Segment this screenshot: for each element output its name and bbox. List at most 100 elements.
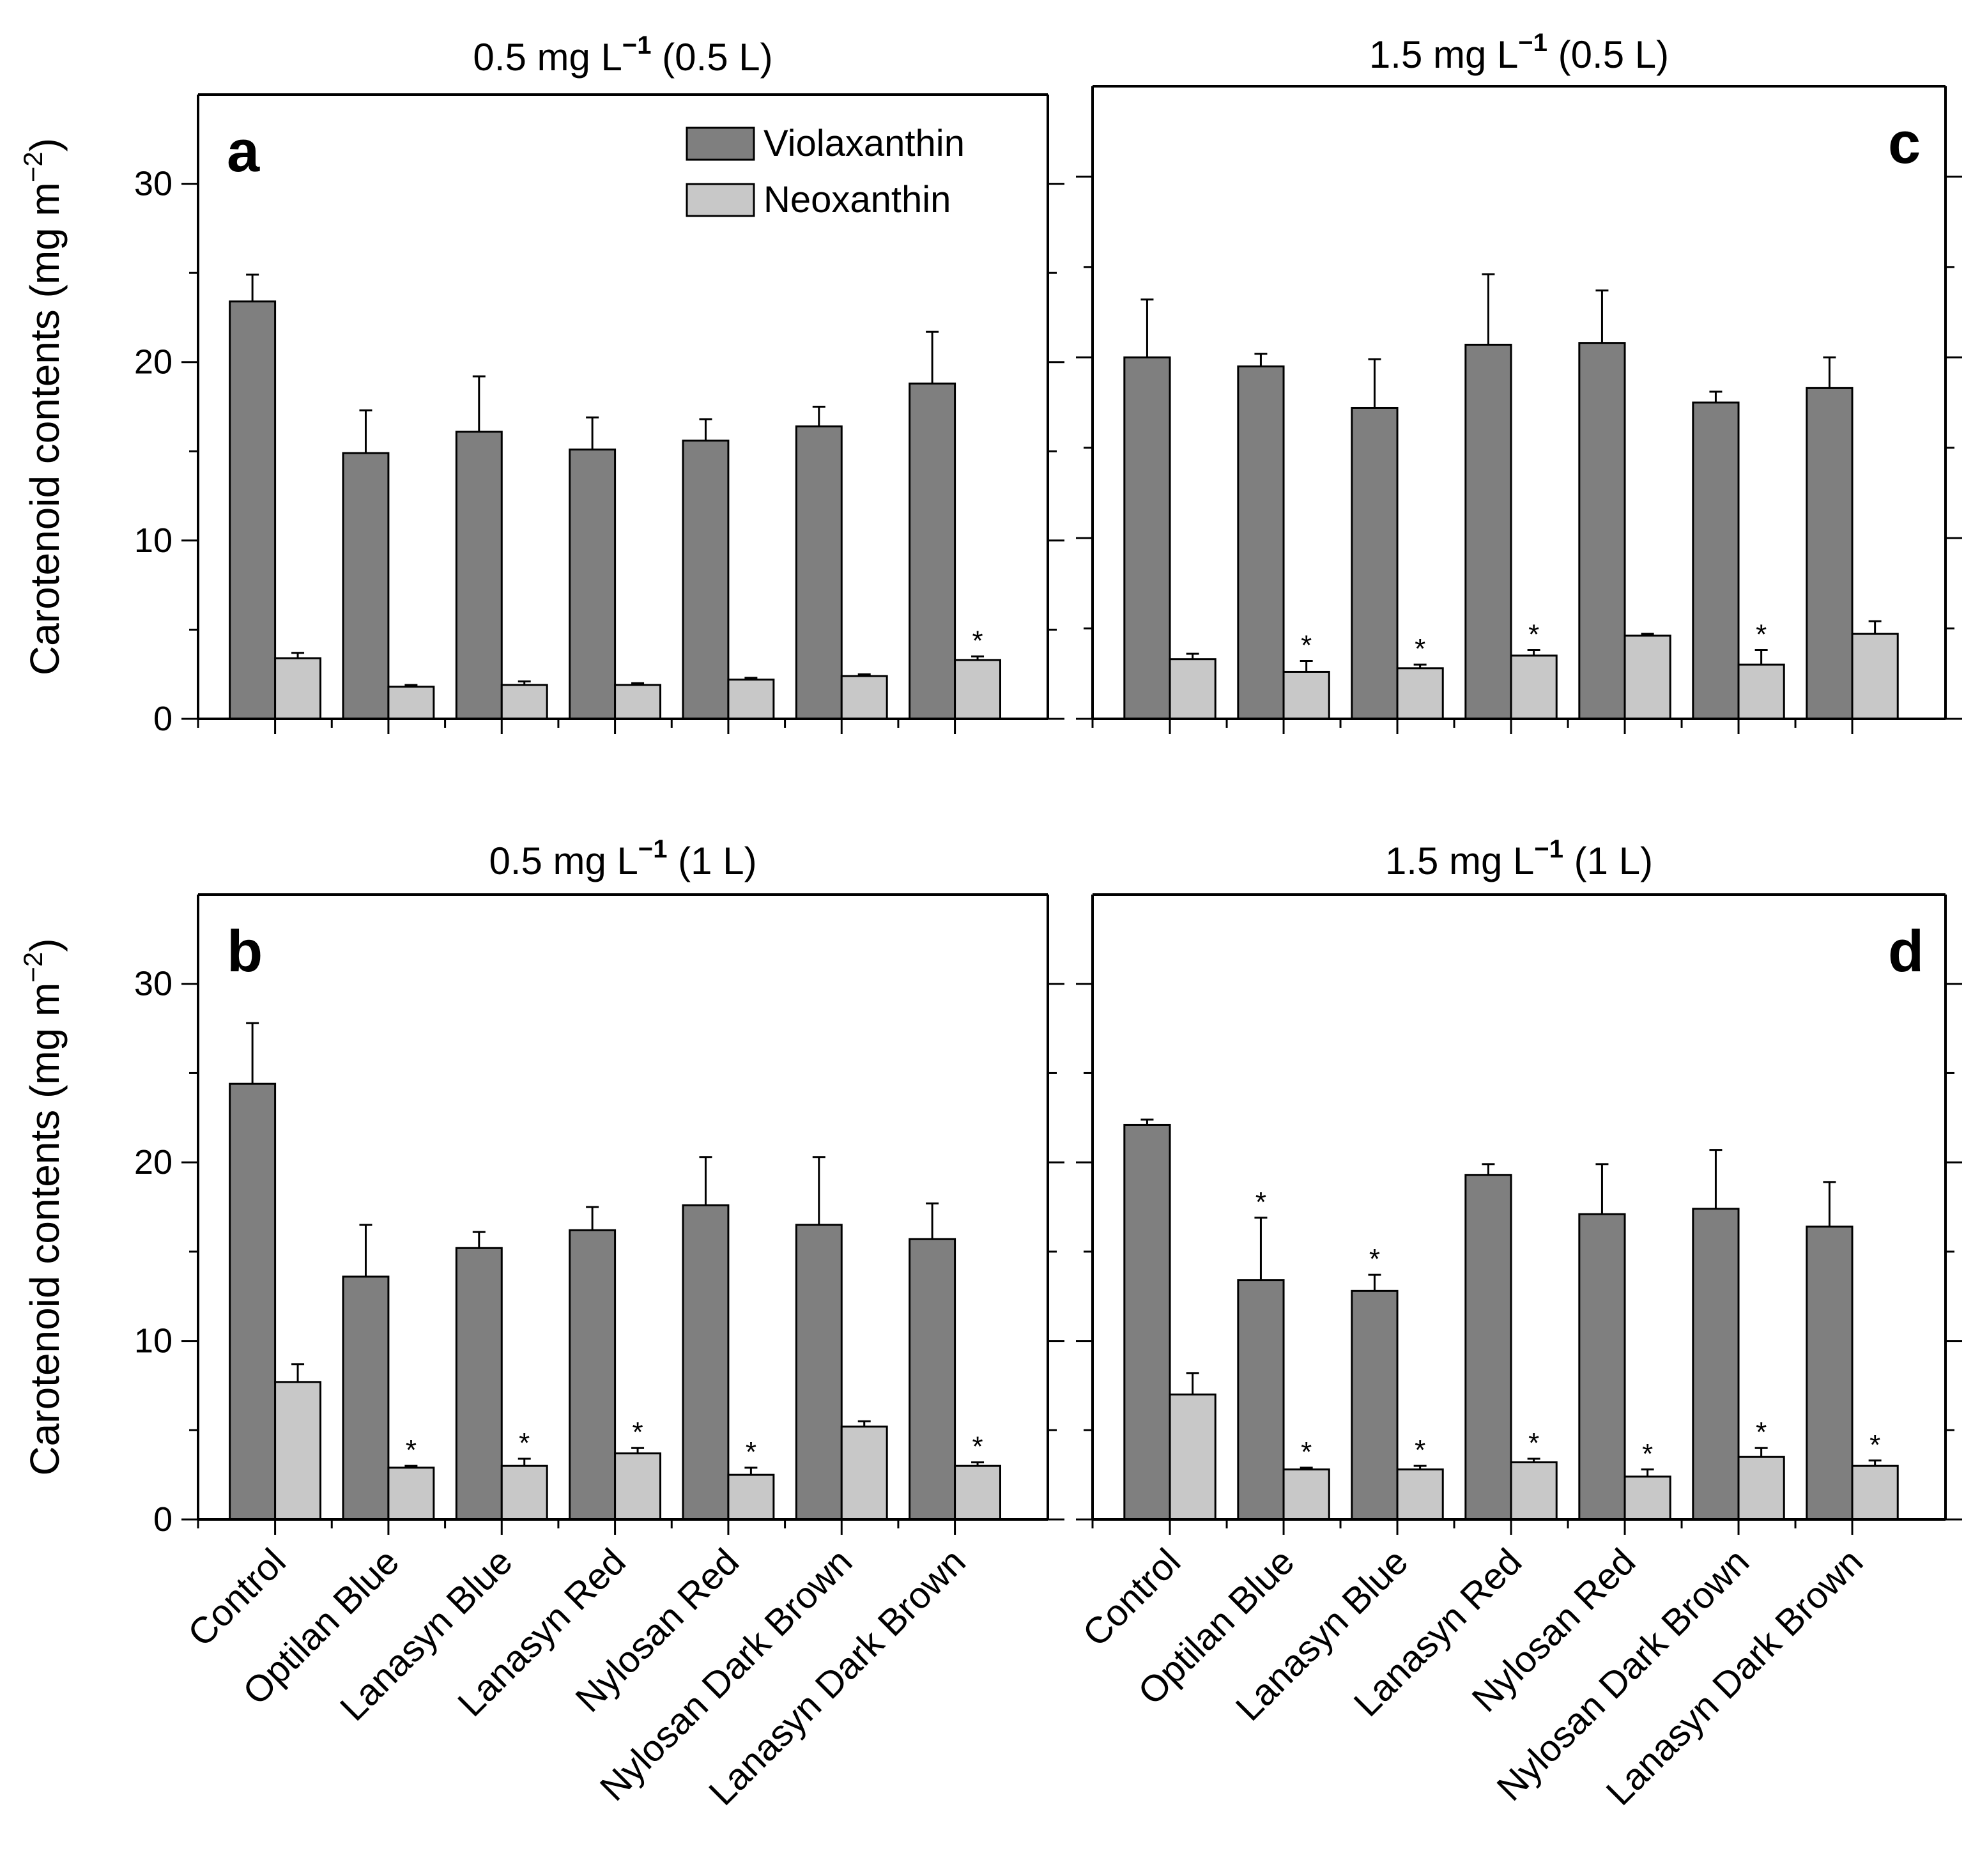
- bar-neoxanthin: [274, 1381, 322, 1521]
- significance-star: *: [1642, 1438, 1653, 1470]
- bar-neoxanthin: [840, 1426, 888, 1521]
- y-tick-label: 0: [153, 1500, 173, 1539]
- panel-letter: b: [227, 919, 263, 984]
- legend-label-neoxanthin: Neoxanthin: [764, 179, 951, 220]
- title-text: 0.5 mg L: [473, 36, 622, 79]
- bar-violaxanthin: [795, 425, 843, 720]
- panel-c: * * * * 1.5 mg L−1 (0.5 L) c: [1076, 29, 1962, 734]
- bar-neoxanthin: [1851, 633, 1899, 720]
- x-category-label: Control: [1075, 1541, 1188, 1654]
- bar-neoxanthin: [387, 686, 435, 720]
- y-tick-label: 10: [134, 1322, 173, 1360]
- title-volume: (0.5 L): [652, 36, 773, 79]
- bar-neoxanthin: [1623, 1475, 1671, 1521]
- bar-neoxanthin: [500, 1465, 548, 1521]
- significance-star: *: [972, 1431, 983, 1463]
- panel-title: 1.5 mg L−1 (1 L): [1385, 835, 1653, 882]
- y-label-close: ): [22, 938, 68, 951]
- bar-neoxanthin: [1396, 1468, 1444, 1521]
- panel-letter: c: [1888, 111, 1921, 176]
- title-volume: (0.5 L): [1547, 33, 1669, 76]
- y-axis-label: Carotenoid contents (mg m−2): [18, 938, 68, 1475]
- legend-label-violaxanthin: Violaxanthin: [764, 123, 965, 164]
- legend-swatch-violaxanthin: [686, 127, 755, 161]
- bar-violaxanthin: [1692, 401, 1740, 720]
- bar-neoxanthin: [1282, 670, 1330, 720]
- bar-violaxanthin: [1351, 406, 1399, 720]
- bar-neoxanthin: [1623, 634, 1671, 720]
- bar-neoxanthin: [1737, 1456, 1785, 1521]
- bar-neoxanthin: [1396, 667, 1444, 720]
- x-category-label: Control: [180, 1541, 294, 1654]
- bar-violaxanthin: [229, 1082, 277, 1521]
- bar-neoxanthin: [1169, 658, 1216, 720]
- bar-violaxanthin: [1123, 1123, 1171, 1521]
- y-label-text: Carotenoid contents (mg m: [22, 983, 68, 1476]
- title-superscript: −1: [1534, 835, 1563, 863]
- significance-star: *: [1301, 1436, 1312, 1468]
- bar-violaxanthin: [682, 440, 730, 720]
- significance-star: *: [1415, 633, 1425, 665]
- title-text: 1.5 mg L: [1369, 33, 1518, 76]
- bar-violaxanthin: [1692, 1208, 1740, 1521]
- panel-title: 0.5 mg L−1 (0.5 L): [473, 31, 772, 79]
- bar-violaxanthin: [795, 1224, 843, 1521]
- title-volume: (1 L): [1563, 840, 1653, 882]
- significance-star: *: [1255, 1187, 1266, 1218]
- bar-neoxanthin: [1737, 663, 1785, 720]
- y-label-superscript: −2: [18, 151, 48, 182]
- bar-neoxanthin: [1510, 1461, 1558, 1521]
- bar-violaxanthin: [1464, 343, 1512, 720]
- panel-title: 0.5 mg L−1 (1 L): [489, 835, 756, 882]
- bar-violaxanthin: [1237, 1279, 1285, 1521]
- bar-violaxanthin: [1123, 356, 1171, 720]
- significance-star: *: [632, 1417, 643, 1448]
- title-superscript: −1: [622, 31, 652, 59]
- panel-title: 1.5 mg L−1 (0.5 L): [1369, 29, 1669, 76]
- significance-star: *: [1301, 629, 1312, 661]
- bar-neoxanthin: [840, 675, 888, 720]
- y-label-text: Carotenoid contents (mg m: [22, 182, 68, 675]
- y-tick-label: 30: [134, 165, 173, 203]
- bar-neoxanthin: [614, 1452, 662, 1521]
- bar-neoxanthin: [500, 684, 548, 720]
- significance-star: *: [972, 625, 983, 656]
- bar-neoxanthin: [1510, 654, 1558, 720]
- bar-neoxanthin: [954, 1465, 1002, 1521]
- y-tick-label: 20: [134, 343, 173, 381]
- significance-star: *: [519, 1427, 530, 1459]
- title-superscript: −1: [638, 835, 668, 863]
- panel-letter: d: [1888, 919, 1924, 984]
- significance-star: *: [1528, 1427, 1539, 1459]
- y-label-superscript: −2: [18, 952, 48, 983]
- bar-violaxanthin: [229, 300, 277, 720]
- bar-violaxanthin: [342, 1275, 390, 1521]
- bar-violaxanthin: [342, 452, 390, 720]
- significance-star: *: [1369, 1243, 1380, 1275]
- bar-violaxanthin: [909, 1238, 956, 1521]
- y-axis-label: Carotenoid contents (mg m−2): [18, 138, 68, 675]
- bar-neoxanthin: [614, 684, 662, 720]
- bar-neoxanthin: [1851, 1465, 1899, 1521]
- panel-a: * 0 10 20 30 0.5 mg L−1 (0.5 L) a Carotenoid co…: [18, 31, 1064, 738]
- bar-violaxanthin: [909, 382, 956, 720]
- significance-star: *: [746, 1436, 756, 1468]
- bar-neoxanthin: [727, 1473, 775, 1521]
- bar-violaxanthin: [455, 431, 503, 720]
- significance-star: *: [406, 1434, 417, 1466]
- title-superscript: −1: [1518, 29, 1547, 57]
- title-text: 0.5 mg L: [489, 840, 638, 882]
- bar-neoxanthin: [727, 679, 775, 720]
- y-tick-label: 20: [134, 1143, 173, 1181]
- bar-violaxanthin: [682, 1204, 730, 1521]
- bar-violaxanthin: [1237, 365, 1285, 720]
- y-label-close: ): [22, 138, 68, 151]
- legend-swatch-neoxanthin: [686, 183, 755, 217]
- bar-violaxanthin: [1464, 1174, 1512, 1521]
- bar-violaxanthin: [455, 1247, 503, 1521]
- y-tick-label: 30: [134, 965, 173, 1003]
- bar-violaxanthin: [569, 448, 617, 720]
